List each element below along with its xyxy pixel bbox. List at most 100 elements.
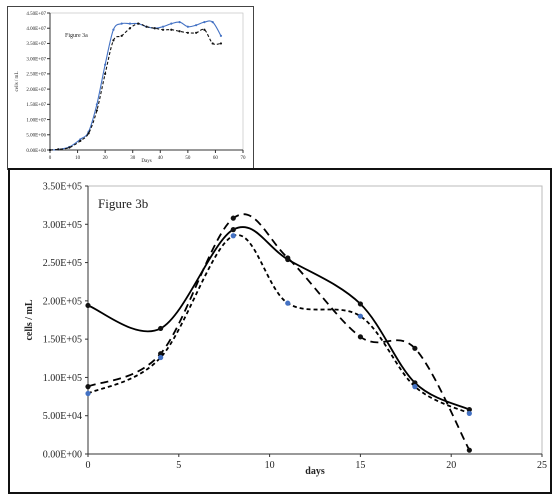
x-tick-label: 5 [176, 460, 181, 471]
data-point-series-1 [79, 138, 82, 141]
data-point-series-2 [95, 109, 98, 112]
data-point-series-2 [128, 27, 132, 30]
data-point-series-1 [195, 24, 198, 27]
x-tick-label: 15 [355, 460, 365, 471]
data-point-series-1 [203, 21, 206, 24]
data-point-series-1 [128, 22, 132, 25]
y-tick-label: 2.00E+05 [43, 296, 82, 307]
y-tick-label: 3.00E+07 [26, 57, 46, 62]
x-tick-label: 20 [446, 460, 456, 471]
data-point-series-2 [186, 31, 189, 34]
y-tick-label: 4.50E+07 [26, 12, 46, 17]
data-point-series-3 [230, 233, 236, 239]
plot-frame [87, 185, 543, 455]
data-point-series-1 [158, 325, 164, 332]
data-point-series-2 [48, 148, 52, 152]
data-point-series-2 [137, 22, 140, 25]
x-tick-label: 30 [130, 156, 136, 161]
data-point-series-3 [85, 390, 91, 397]
data-point-series-2 [195, 31, 198, 34]
data-point-series-1 [170, 22, 173, 25]
data-point-series-3 [285, 300, 291, 306]
data-point-series-2 [211, 42, 214, 45]
data-point-series-1 [178, 21, 181, 24]
x-tick-label: 0 [49, 156, 52, 161]
data-point-series-2 [104, 72, 107, 75]
y-tick-label: 2.50E+07 [26, 73, 46, 78]
y-tick-label: 1.00E+07 [26, 118, 46, 123]
data-point-series-3 [466, 410, 472, 417]
x-tick-label: 20 [103, 156, 109, 161]
data-point-series-2 [285, 255, 291, 261]
chart-title: Figure 3b [98, 196, 148, 211]
data-point-series-1 [120, 22, 123, 25]
data-point-series-2 [153, 27, 156, 30]
x-tick-label: 10 [75, 156, 81, 161]
data-point-series-2 [357, 334, 363, 340]
data-point-series-1 [357, 301, 363, 307]
data-point-series-2 [412, 345, 418, 351]
x-tick-label: 0 [86, 460, 91, 471]
data-point-series-2 [85, 384, 91, 390]
data-point-series-1 [466, 406, 472, 413]
y-tick-label: 4.00E+07 [26, 27, 46, 32]
y-tick-label: 2.50E+05 [43, 258, 82, 269]
data-point-series-2 [120, 34, 123, 37]
figure-3a-plot: 0 10 20 30 40 50 60 70 0.00E+00 5.00E+06 1.00E+07 1… [15, 12, 247, 164]
y-tick-label: 2.00E+07 [26, 88, 46, 93]
y-tick-label: 0.00E+00 [26, 149, 46, 154]
x-tick-label: 40 [158, 156, 164, 161]
data-point-series-2 [170, 28, 173, 31]
figure-3b-plot: 0 5 10 15 20 25 0.00E+00 5.00E+04 1.00E+05 1.50E+… [24, 182, 547, 478]
x-tick-label: 70 [241, 156, 247, 161]
y-tick-label: 5.00E+06 [26, 134, 46, 139]
data-point-series-2 [68, 146, 71, 149]
data-point-series-1 [104, 63, 107, 66]
data-point-series-2 [161, 28, 165, 31]
data-point-series-3 [158, 354, 164, 361]
data-point-series-1 [112, 28, 115, 31]
y-tick-label: 1.50E+05 [43, 335, 82, 346]
chart-title: Figure 3a [65, 33, 88, 39]
data-point-series-2 [79, 139, 82, 142]
data-point-series-1 [161, 25, 165, 28]
data-point-series-1 [230, 227, 236, 233]
x-tick-label: 60 [213, 156, 219, 161]
data-point-series-2 [230, 215, 236, 221]
data-point-series-1 [186, 25, 189, 28]
y-tick-label: 0.00E+00 [43, 450, 82, 461]
series-line-1 [49, 20, 222, 151]
x-axis-label: Days [141, 159, 151, 164]
data-point-series-2 [219, 42, 223, 45]
y-tick-label: 1.00E+05 [43, 373, 82, 384]
series-line-1 [87, 226, 470, 411]
data-point-series-2 [87, 132, 90, 135]
series-line-2 [49, 23, 221, 151]
series-line-2 [87, 213, 471, 451]
figure-3a-chart: 0 10 20 30 40 50 60 70 0.00E+00 5.00E+06 1.00E+07 1… [7, 6, 254, 170]
y-tick-label: 3.50E+07 [26, 42, 46, 47]
x-tick-label: 10 [265, 460, 275, 471]
data-point-series-1 [219, 34, 223, 37]
data-point-series-2 [145, 25, 148, 28]
data-point-series-2 [203, 28, 206, 31]
y-axis-label: cells / mL [15, 72, 20, 92]
y-tick-label: 3.00E+05 [43, 220, 82, 231]
data-point-series-2 [178, 30, 181, 33]
data-point-series-1 [412, 380, 418, 386]
figure-3b-chart: 0 5 10 15 20 25 0.00E+00 5.00E+04 1.00E+05 1.50E+… [8, 168, 552, 494]
series-line-3 [87, 234, 470, 415]
x-tick-label: 50 [185, 156, 191, 161]
data-point-series-2 [112, 39, 115, 42]
x-axis-label: days [305, 466, 325, 477]
data-point-series-2 [57, 148, 60, 151]
data-point-series-1 [211, 21, 214, 24]
y-axis-label: cells / mL [24, 299, 35, 340]
y-tick-label: 5.00E+04 [43, 411, 82, 422]
x-tick-label: 25 [537, 460, 547, 471]
y-tick-label: 1.50E+07 [26, 103, 46, 108]
data-point-series-3 [412, 384, 418, 390]
data-point-series-2 [466, 447, 472, 453]
data-point-series-3 [357, 313, 363, 319]
data-point-series-1 [95, 103, 98, 106]
